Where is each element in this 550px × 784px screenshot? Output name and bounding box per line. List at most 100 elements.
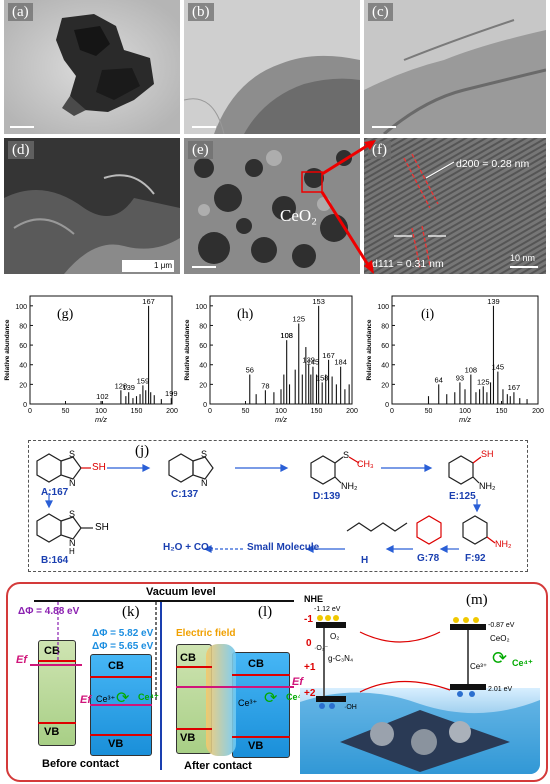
x-axis-label: m/z — [459, 415, 471, 424]
x-tick-label: 100 — [275, 408, 287, 415]
y-tick-label: 20 — [199, 382, 207, 389]
ms-chart-g: 0 20 40 60 80 100 0 50 100 150 200 102 128 139 159 167 1… — [0, 282, 182, 432]
peak-label: 145 — [307, 358, 320, 367]
x-tick-label: 200 — [166, 408, 178, 415]
before-contact: Before contact — [42, 758, 120, 770]
hrtem-f-image — [364, 138, 546, 274]
gcn-band-k — [38, 640, 76, 746]
peak-label: 125 — [477, 377, 490, 386]
panel-label: (i) — [421, 307, 435, 322]
scale-label-d: 1 μm — [154, 261, 172, 270]
panel-label-m: (m) — [466, 592, 488, 608]
phi-2: ΔΦ = 5.82 eV — [92, 628, 154, 639]
cycle-icon-k: ⟳ — [116, 690, 130, 707]
d111-label: d111 = 0.31 nm — [372, 258, 444, 270]
x-tick-label: 50 — [62, 408, 70, 415]
atom-H-B: H — [69, 547, 75, 556]
tem-a-image — [4, 0, 180, 134]
y-axis-label: Relative abundance — [184, 319, 191, 380]
atom-S-D: S — [343, 450, 350, 460]
panel-e-tem: (e) CeO₂ — [184, 138, 360, 274]
peak-label: 108 — [465, 366, 478, 375]
atom-N-C: N — [201, 478, 208, 488]
y-p2: +2 — [304, 688, 316, 699]
y-m1: -1 — [304, 614, 313, 625]
y-tick-label: 60 — [19, 343, 27, 350]
scale-label-f: 10 nm — [510, 253, 536, 263]
peak-label: 184 — [334, 358, 347, 367]
x-axis-label: m/z — [95, 415, 107, 424]
x-tick-label: 150 — [496, 408, 508, 415]
ef-label-k2: Ef — [80, 694, 91, 706]
x-tick-label: 150 — [311, 408, 323, 415]
group-CH3-D: CH₃ — [357, 459, 374, 469]
y-tick-label: 60 — [381, 343, 389, 350]
y-tick-label: 80 — [19, 323, 27, 330]
atom-N-A: N — [69, 478, 76, 488]
peak-label: 102 — [96, 392, 109, 401]
y-tick-label: 60 — [199, 343, 207, 350]
label-C: C:137 — [171, 489, 199, 500]
energy-figure-box — [6, 582, 548, 782]
panel-label: (c) — [368, 3, 393, 21]
atom-S-C: S — [201, 449, 208, 459]
y-axis-label: Relative abundance — [366, 319, 373, 380]
x-tick-label: 200 — [346, 408, 358, 415]
y-tick-label: 40 — [19, 363, 27, 370]
label-G: G:78 — [417, 553, 440, 564]
x-tick-label: 0 — [390, 408, 394, 415]
peak-label: 167 — [322, 351, 335, 360]
o2-label: O₂ — [330, 632, 340, 641]
ceo2-label-m: CeO₂ — [490, 634, 510, 643]
peak-label: 139 — [122, 383, 135, 392]
y-p1: +1 — [304, 662, 316, 673]
peak-label: 93 — [456, 373, 464, 382]
sem-d-image — [4, 138, 180, 274]
peak-label: 64 — [435, 375, 443, 384]
cb-line-gcn-l — [176, 666, 212, 668]
y-axis-label: Relative abundance — [4, 319, 11, 380]
ef-line-k2 — [90, 704, 152, 706]
peak-label: 139 — [302, 356, 315, 365]
pathway-scheme-j: (j) — [28, 440, 528, 572]
vb-line-ceo2-l — [232, 736, 290, 738]
scale-bar-d: 1 μm — [122, 260, 174, 272]
ms-chart-i: 0 20 40 60 80 100 0 50 100 150 200 64 93 108 125 139 145… — [362, 282, 548, 432]
peak-label: 108 — [280, 331, 293, 340]
group-NH2-F: NH₂ — [495, 539, 512, 549]
peak-label: 167 — [508, 383, 521, 392]
peak-label: 128 — [115, 381, 128, 390]
o2-radical-label: ·O₂⁻ — [314, 645, 329, 652]
x-tick-label: 100 — [95, 408, 107, 415]
zoom-arrows — [320, 140, 376, 274]
ef-line-l — [176, 686, 294, 688]
panel-label-j: (j) — [135, 443, 150, 459]
atom-N-B: N — [69, 538, 76, 548]
ef-label-l: Ef — [292, 676, 303, 688]
y-0: 0 — [306, 638, 312, 649]
cb-gcn-k: CB — [44, 645, 60, 657]
group-SH-B: SH — [95, 522, 109, 533]
cb-line-ceo2-k — [90, 676, 152, 678]
ce4-k: Ce⁴⁺ — [138, 692, 159, 702]
vb-ceo2-k: VB — [108, 738, 124, 750]
y-tick-label: 100 — [195, 304, 207, 311]
panel-label: (g) — [57, 307, 74, 322]
cb-ceo2-k: CB — [108, 660, 124, 672]
efield-zone — [206, 644, 236, 756]
efield-label: Electric field — [176, 628, 236, 639]
ceo2-label: CeO₂ — [280, 206, 318, 225]
panel-label: (h) — [237, 307, 254, 322]
x-tick-label: 100 — [459, 408, 471, 415]
y-tick-label: 20 — [19, 382, 27, 389]
label-A: A:167 — [41, 487, 69, 498]
vb-ceo2-l: VB — [248, 740, 264, 752]
peak-label: 139 — [487, 297, 500, 306]
ce4-m: Ce⁴⁺ — [512, 658, 533, 668]
ce3-m: Ce³⁺ — [470, 662, 488, 671]
x-tick-label: 50 — [425, 408, 433, 415]
ceo2-band-l — [232, 652, 290, 758]
tem-b-image — [184, 0, 360, 134]
panel-label: (a) — [8, 3, 33, 21]
ce3-k: Ce³⁺ — [96, 694, 116, 704]
